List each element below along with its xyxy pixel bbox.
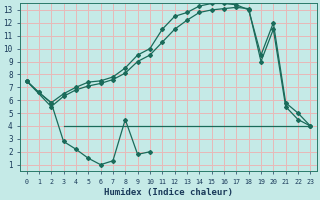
X-axis label: Humidex (Indice chaleur): Humidex (Indice chaleur): [104, 188, 233, 197]
